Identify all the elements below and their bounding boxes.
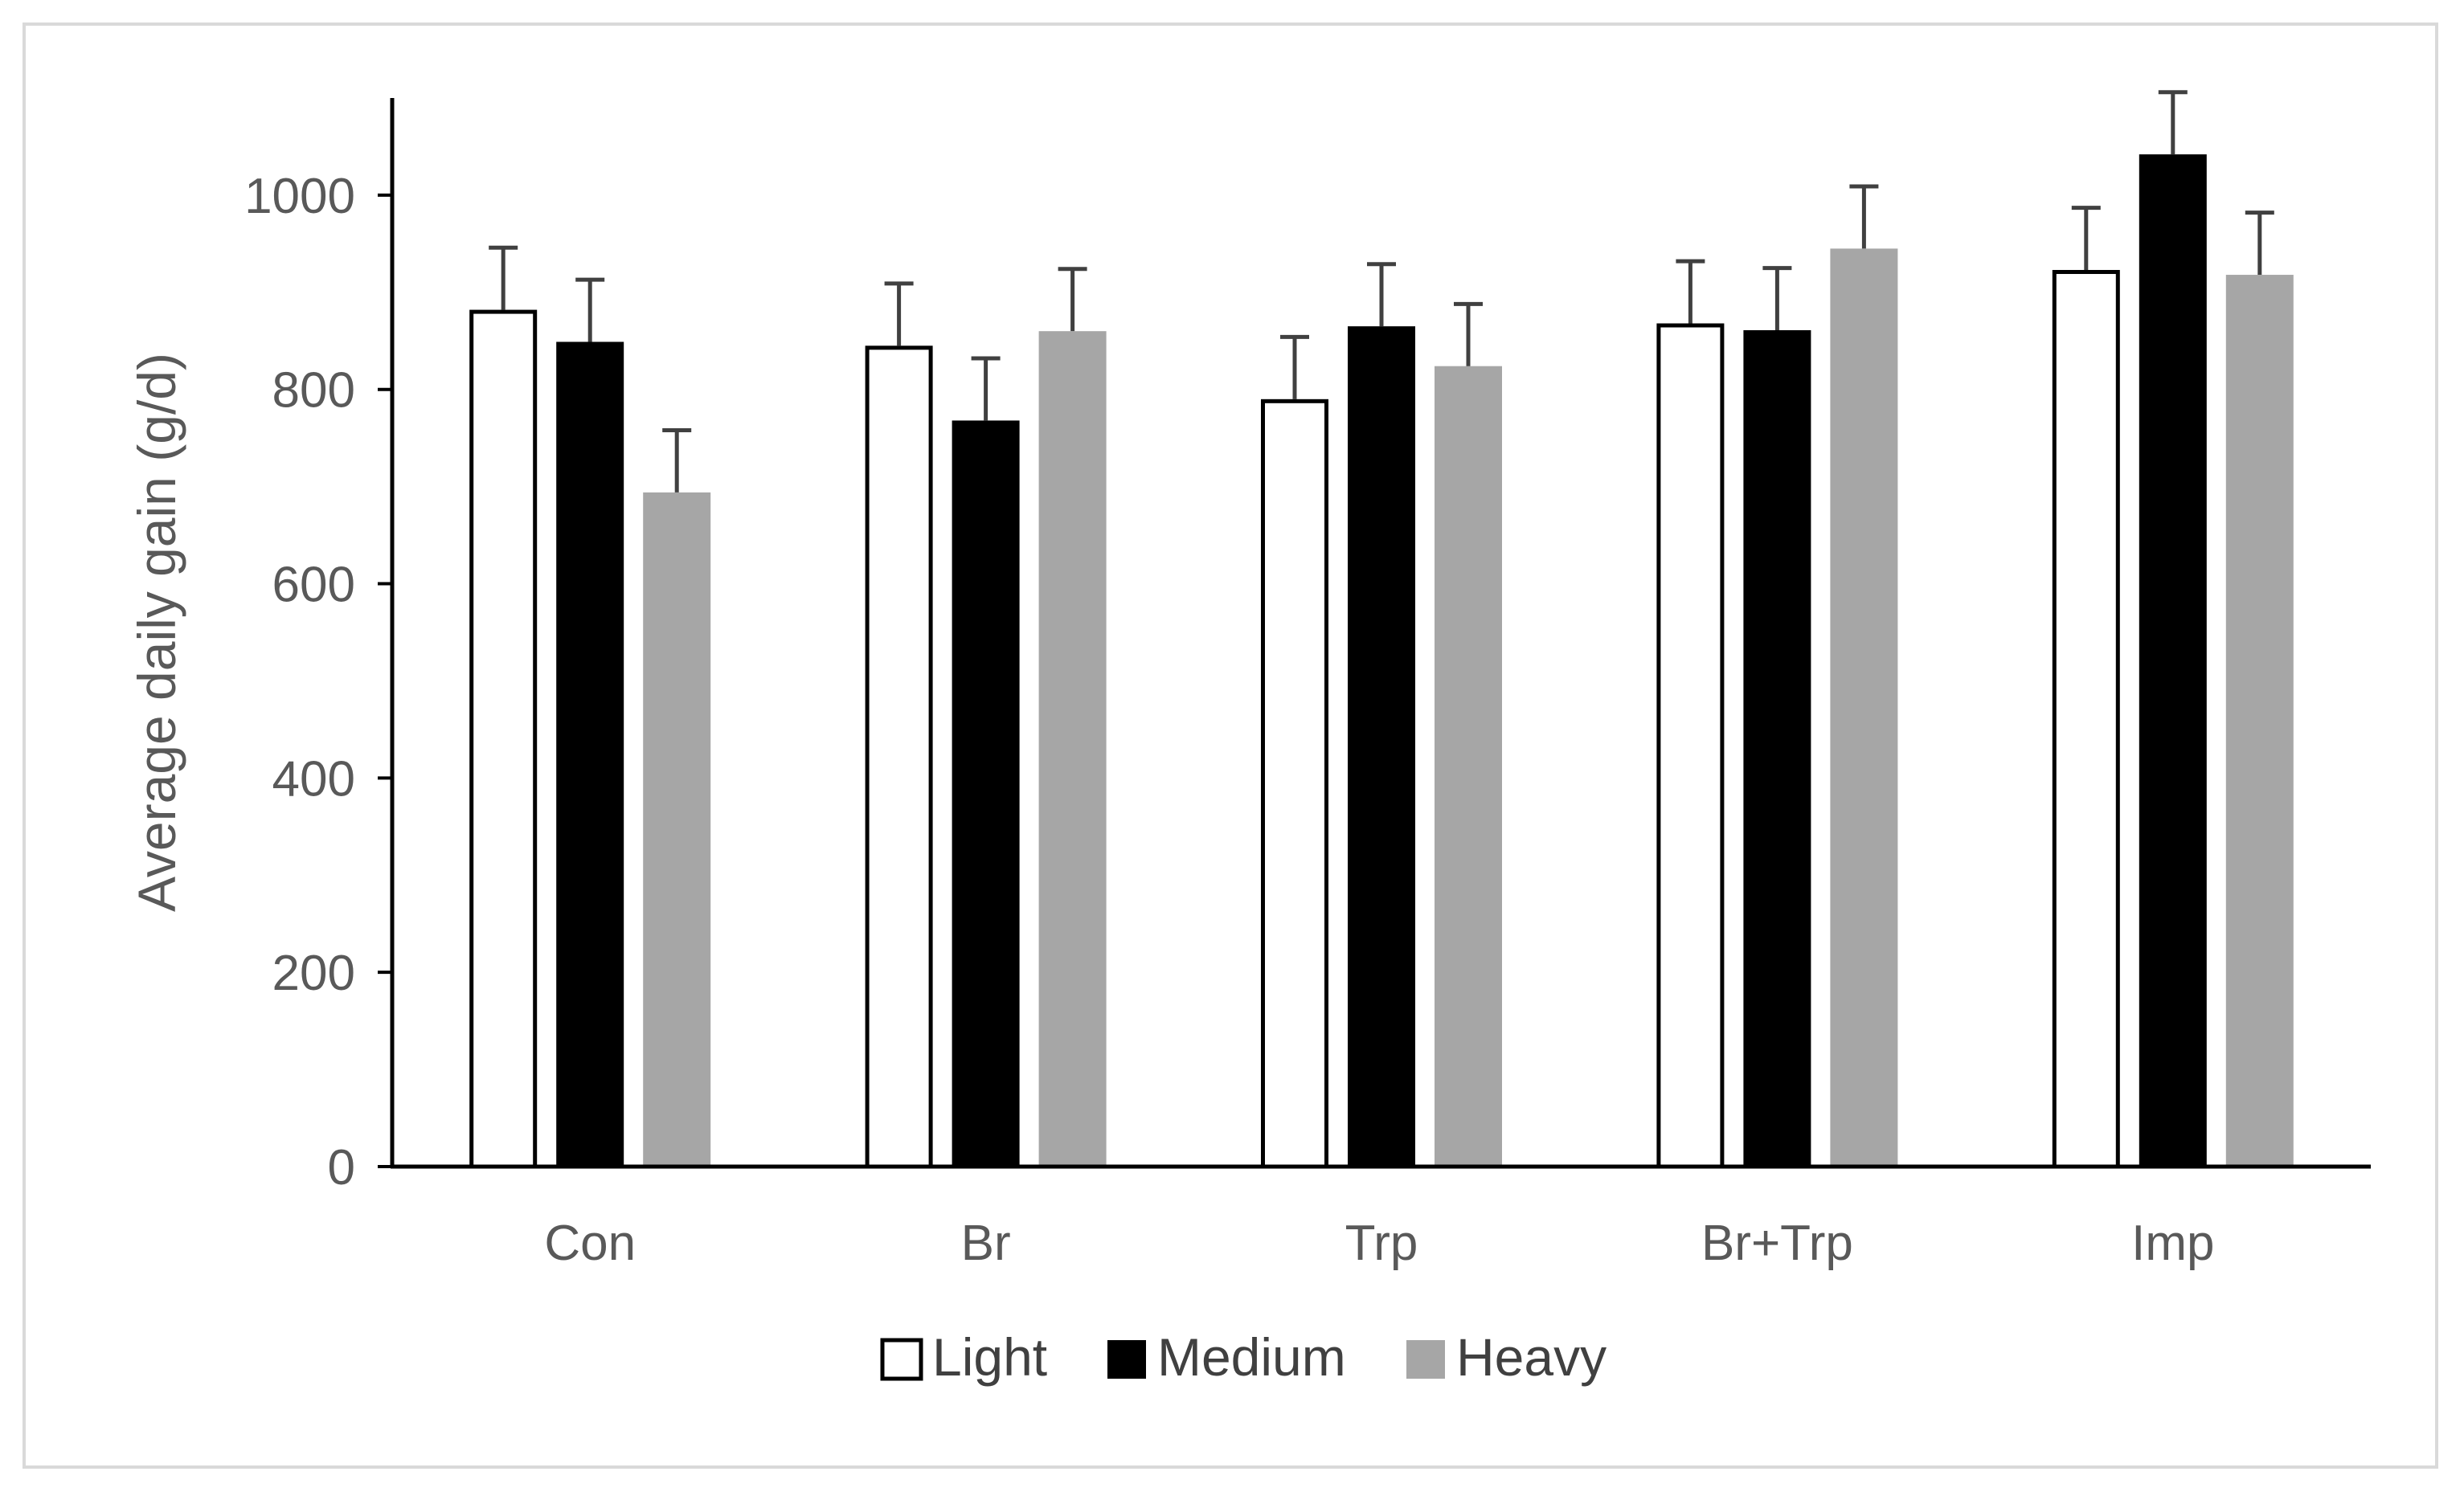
y-tick-label: 400 xyxy=(272,751,355,807)
legend: Light Medium Heavy xyxy=(880,1327,1607,1387)
bar-heavy-trp xyxy=(1435,366,1502,1167)
x-tick-label: Con xyxy=(544,1216,636,1271)
legend-swatch-medium xyxy=(1107,1340,1146,1379)
chart-frame xyxy=(23,22,2438,1469)
legend-swatch-heavy xyxy=(1406,1340,1445,1379)
bar-medium-imp xyxy=(2139,154,2207,1167)
legend-label-heavy: Heavy xyxy=(1456,1327,1607,1387)
bar-light-br xyxy=(865,345,933,1169)
x-tick-label: Br+Trp xyxy=(1701,1216,1853,1271)
bars xyxy=(469,154,2294,1169)
bar-heavy-con xyxy=(643,492,711,1167)
y-axis-title: Average daily gain (g/d) xyxy=(127,353,186,912)
legend-label-light: Light xyxy=(932,1327,1047,1387)
bar-medium-trp xyxy=(1348,326,1415,1167)
y-tick-label: 1000 xyxy=(244,169,355,224)
bar-light-br-trp xyxy=(1656,323,1725,1169)
bar-heavy-br-trp xyxy=(1830,248,1898,1167)
x-tick-label: Br xyxy=(961,1216,1011,1271)
bar-medium-con xyxy=(556,341,624,1167)
y-tick-label: 600 xyxy=(272,558,355,613)
legend-swatch-light xyxy=(880,1338,923,1381)
x-axis-tick-labels: Con Br Trp Br+Trp Imp xyxy=(544,1216,2214,1271)
y-tick-label: 800 xyxy=(272,363,355,419)
x-tick-label: Trp xyxy=(1345,1216,1418,1271)
bar-heavy-br xyxy=(1038,331,1107,1167)
error-bars xyxy=(489,90,2274,493)
y-tick-label: 200 xyxy=(272,946,355,1001)
y-tick-label: 0 xyxy=(328,1140,355,1196)
bar-medium-br xyxy=(952,420,1020,1167)
bar-light-imp xyxy=(2052,270,2120,1169)
bar-medium-br-trp xyxy=(1743,329,1811,1167)
bar-light-con xyxy=(469,309,538,1169)
bar-light-trp xyxy=(1261,399,1328,1169)
bar-heavy-imp xyxy=(2225,275,2294,1167)
x-tick-label: Imp xyxy=(2131,1216,2214,1271)
legend-label-medium: Medium xyxy=(1157,1327,1346,1387)
y-axis-ticks: 0 200 400 600 800 1000 xyxy=(244,169,392,1196)
